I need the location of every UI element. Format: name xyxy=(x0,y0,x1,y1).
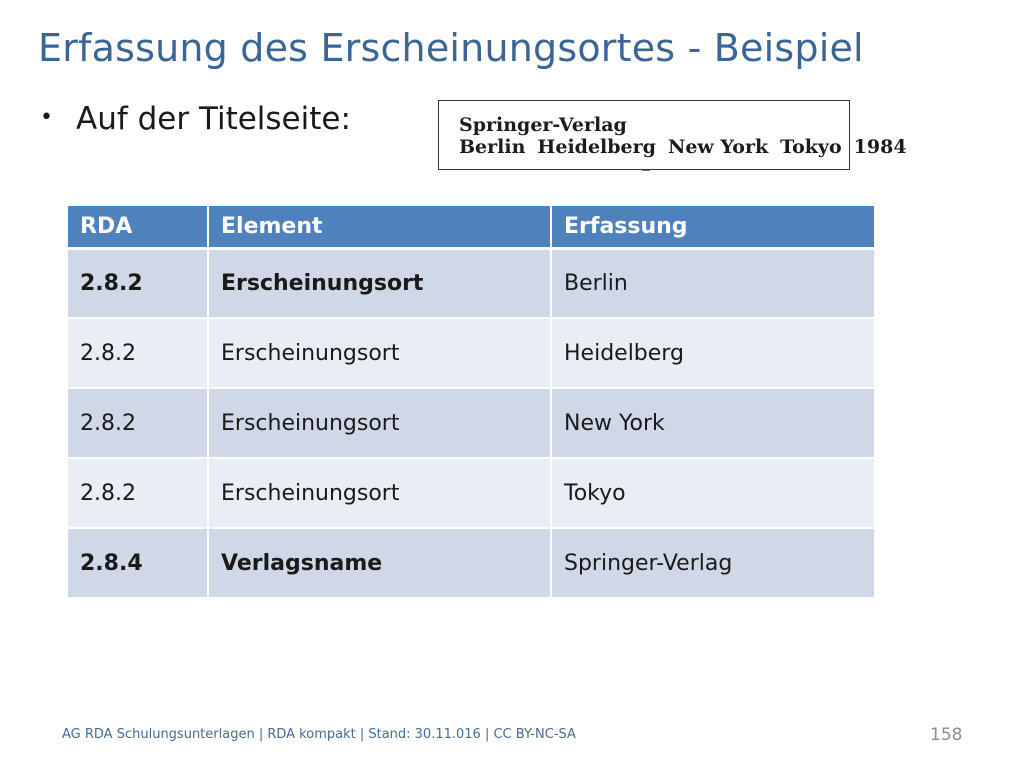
cell-element: Erscheinungsort xyxy=(208,458,552,529)
slide-title: Erfassung des Erscheinungsortes - Beispi… xyxy=(38,26,864,70)
cell-erfassung: Springer-Verlag xyxy=(551,528,874,599)
table-header-row: RDA Element Erfassung xyxy=(68,206,874,250)
titlepage-place: Berlin xyxy=(459,136,526,158)
cell-rda: 2.8.2 xyxy=(68,458,209,529)
table-row: 2.8.2 Erscheinungsort New York xyxy=(68,388,874,459)
table-row: 2.8.2 Erscheinungsort Heidelberg xyxy=(68,318,874,389)
cell-element: Erscheinungsort xyxy=(208,318,552,389)
titlepage-year: 1984 xyxy=(853,136,907,158)
cell-rda: 2.8.2 xyxy=(68,248,209,319)
column-header-erfassung: Erfassung xyxy=(551,206,874,250)
cell-erfassung: Tokyo xyxy=(551,458,874,529)
titlepage-place: New York xyxy=(667,136,769,158)
cell-rda: 2.8.2 xyxy=(68,388,209,459)
cell-erfassung: Berlin xyxy=(551,248,874,319)
page-number: 158 xyxy=(930,725,963,745)
bullet-item: • Auf der Titelseite: xyxy=(40,101,351,137)
titlepage-excerpt-image: Springer-Verlag Berlin Heidelberg New Yo… xyxy=(438,100,907,170)
titlepage-imprint-line: Berlin Heidelberg New York Tokyo 1984 xyxy=(459,136,919,158)
table-row: 2.8.4 Verlagsname Springer-Verlag xyxy=(68,528,874,599)
titlepage-place: Heidelberg xyxy=(537,136,656,158)
cell-rda: 2.8.2 xyxy=(68,318,209,389)
cell-rda: 2.8.4 xyxy=(68,528,209,599)
image-artifact-mark xyxy=(642,170,650,171)
cell-element: Erscheinungsort xyxy=(208,388,552,459)
column-header-element: Element xyxy=(208,206,552,250)
bullet-icon: • xyxy=(40,104,53,130)
rda-table: RDA Element Erfassung 2.8.2 Erscheinungs… xyxy=(68,206,874,599)
cell-erfassung: New York xyxy=(551,388,874,459)
table-row: 2.8.2 Erscheinungsort Tokyo xyxy=(68,458,874,529)
titlepage-publisher: Springer-Verlag xyxy=(459,114,627,136)
bullet-text: Auf der Titelseite: xyxy=(76,101,351,137)
footer-text: AG RDA Schulungsunterlagen | RDA kompakt… xyxy=(62,727,576,742)
cell-erfassung: Heidelberg xyxy=(551,318,874,389)
cell-element: Erscheinungsort xyxy=(208,248,552,319)
column-header-rda: RDA xyxy=(68,206,209,250)
cell-element: Verlagsname xyxy=(208,528,552,599)
table-row: 2.8.2 Erscheinungsort Berlin xyxy=(68,248,874,319)
titlepage-place: Tokyo xyxy=(780,136,842,158)
